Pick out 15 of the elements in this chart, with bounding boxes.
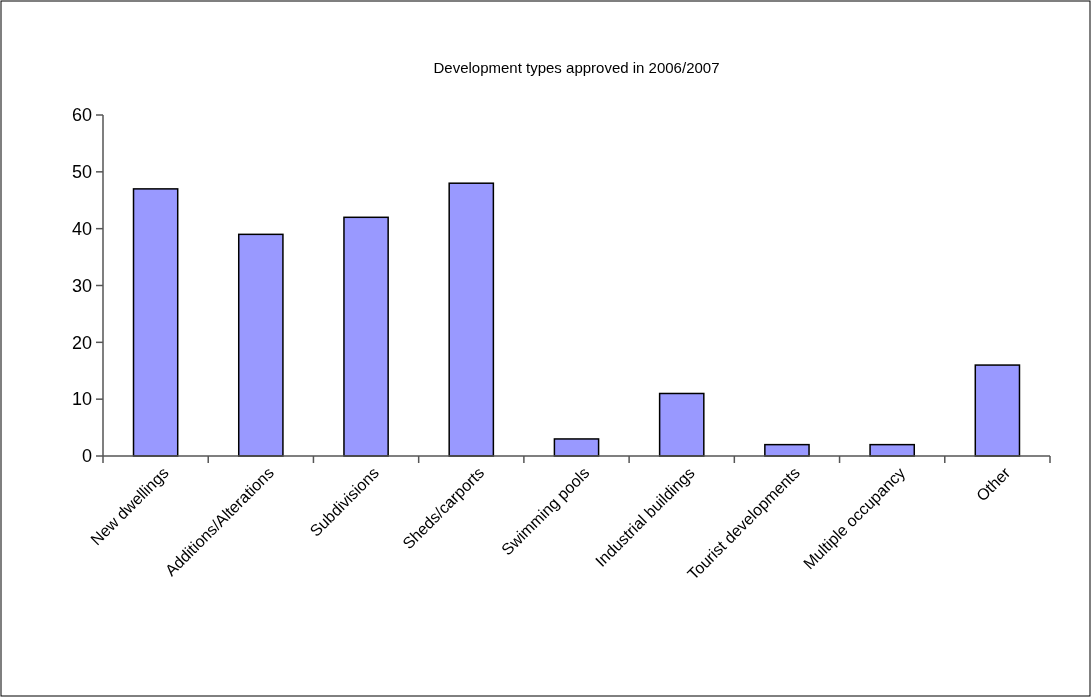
bar xyxy=(343,216,389,457)
bar xyxy=(553,438,600,457)
y-tick-label: 10 xyxy=(71,389,92,410)
bar xyxy=(237,233,284,457)
bar xyxy=(974,364,1021,457)
chart-title: Development types approved in 2006/2007 xyxy=(433,59,720,76)
bar xyxy=(132,188,179,457)
y-tick-label: 30 xyxy=(71,275,92,296)
bar xyxy=(658,392,705,457)
bar xyxy=(448,182,495,457)
y-tick-label: 0 xyxy=(81,446,92,467)
y-tick-label: 20 xyxy=(71,332,92,353)
y-tick-label: 40 xyxy=(71,218,92,239)
y-tick-label: 60 xyxy=(71,105,92,126)
y-tick-label: 50 xyxy=(71,162,92,183)
